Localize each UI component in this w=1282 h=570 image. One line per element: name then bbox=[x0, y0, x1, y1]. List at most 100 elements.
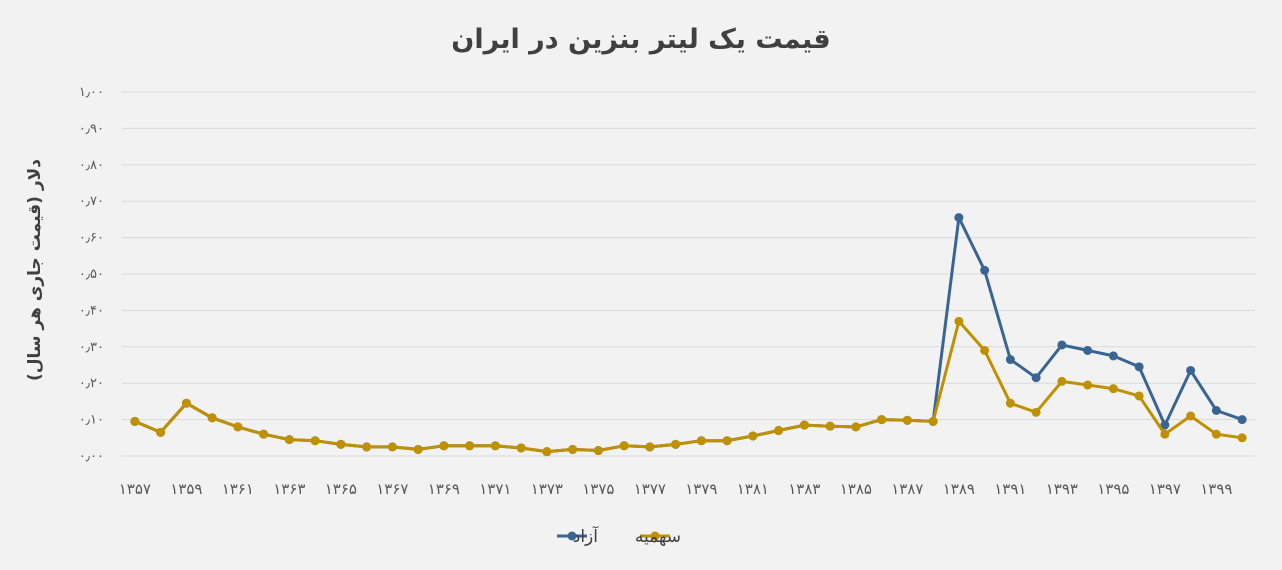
x-tick-label: ۱۳۷۱ bbox=[479, 480, 511, 498]
legend-label-series-1: آزاد bbox=[573, 525, 600, 547]
x-tick-label: ۱۳۸۳ bbox=[788, 480, 820, 498]
data-point bbox=[1031, 407, 1041, 417]
series-2 bbox=[130, 316, 1247, 457]
series-line-1 bbox=[134, 216, 1243, 454]
data-point bbox=[1211, 406, 1221, 415]
x-tick-label: ۱۳۸۷ bbox=[891, 480, 923, 498]
data-point bbox=[181, 398, 191, 408]
data-point bbox=[928, 416, 938, 426]
chart-title: قیمت یک لیتر بنزین در ایران bbox=[451, 24, 830, 55]
x-axis-ticks: ۱۳۵۷ ۱۳۵۹ ۱۳۶۱ ۱۳۶۳ ۱۳۶۵ ۱۳۶۷ ۱۳۶۹ ۱۳۷۱ ۱۳۷۳ ۱۳۷۵… bbox=[119, 480, 1233, 498]
data-point bbox=[387, 442, 397, 452]
x-tick-label: ۱۳۷۵ bbox=[582, 480, 614, 498]
x-tick-label: ۱۳۸۹ bbox=[943, 480, 975, 498]
data-point bbox=[671, 439, 681, 449]
data-point bbox=[568, 444, 578, 454]
data-point bbox=[748, 431, 758, 441]
y-tick-label: ۰٫۵۰ bbox=[79, 267, 104, 282]
x-tick-label: ۱۳۹۳ bbox=[1046, 480, 1078, 498]
data-point bbox=[645, 442, 655, 452]
x-tick-label: ۱۳۶۱ bbox=[222, 480, 254, 498]
data-point bbox=[825, 421, 835, 431]
data-point bbox=[336, 439, 346, 449]
data-point bbox=[1083, 345, 1093, 355]
legend-item-series-1: آزاد bbox=[557, 525, 599, 547]
legend: آزاد سهمیه bbox=[557, 525, 681, 547]
y-tick-label: ۰٫۶۰ bbox=[79, 231, 104, 246]
y-axis-label: دلار (قیمت جاری هر سال) bbox=[25, 159, 45, 381]
x-tick-label: ۱۳۸۱ bbox=[737, 480, 769, 498]
data-point bbox=[1108, 384, 1118, 394]
legend-item-series-2: سهمیه bbox=[635, 527, 681, 547]
data-point bbox=[465, 441, 475, 451]
data-point bbox=[1211, 429, 1221, 439]
data-point bbox=[954, 213, 964, 223]
y-tick-label: ۰٫۰۰ bbox=[79, 449, 104, 464]
data-point bbox=[1237, 433, 1247, 443]
data-point bbox=[980, 345, 990, 355]
gridlines bbox=[122, 91, 1255, 457]
data-point bbox=[1186, 365, 1196, 375]
data-point bbox=[851, 422, 861, 432]
x-tick-label: ۱۳۷۳ bbox=[531, 480, 563, 498]
data-point bbox=[284, 435, 294, 445]
data-point bbox=[696, 436, 706, 446]
data-point bbox=[233, 422, 243, 432]
x-tick-label: ۱۳۵۷ bbox=[119, 480, 151, 498]
data-point bbox=[1134, 391, 1144, 401]
data-point bbox=[877, 415, 887, 425]
data-point bbox=[1031, 373, 1041, 383]
data-point bbox=[413, 444, 423, 454]
x-tick-label: ۱۳۹۹ bbox=[1200, 480, 1232, 498]
data-point bbox=[593, 446, 603, 456]
data-point bbox=[1005, 398, 1015, 408]
x-tick-label: ۱۳۶۷ bbox=[376, 480, 408, 498]
data-point bbox=[1160, 429, 1170, 439]
x-tick-label: ۱۳۹۷ bbox=[1149, 480, 1181, 498]
y-tick-label: ۰٫۲۰ bbox=[79, 376, 104, 391]
data-point bbox=[799, 420, 809, 430]
data-point bbox=[954, 316, 964, 326]
data-point bbox=[902, 415, 912, 425]
data-point bbox=[1186, 411, 1196, 421]
data-point bbox=[1160, 420, 1170, 430]
data-point bbox=[774, 426, 784, 436]
data-point bbox=[1083, 380, 1093, 390]
x-tick-label: ۱۳۸۵ bbox=[840, 480, 872, 498]
y-tick-label: ۰٫۷۰ bbox=[79, 194, 104, 209]
x-tick-label: ۱۳۶۵ bbox=[325, 480, 357, 498]
legend-marker-series-1 bbox=[567, 531, 577, 541]
data-point bbox=[1057, 340, 1067, 350]
y-tick-label: ۱٫۰۰ bbox=[79, 85, 104, 100]
data-point bbox=[1134, 362, 1144, 372]
data-point bbox=[1005, 355, 1015, 365]
x-tick-label: ۱۳۹۵ bbox=[1097, 480, 1129, 498]
data-point bbox=[439, 441, 449, 451]
legend-label-series-2: سهمیه bbox=[635, 527, 681, 547]
x-tick-label: ۱۳۷۷ bbox=[634, 480, 666, 498]
data-point bbox=[980, 265, 990, 275]
legend-marker-series-2 bbox=[650, 531, 660, 541]
y-tick-label: ۰٫۳۰ bbox=[79, 340, 104, 355]
data-point bbox=[1108, 351, 1118, 361]
data-point bbox=[619, 441, 629, 451]
y-axis-ticks: ۰٫۰۰ ۰٫۱۰ ۰٫۲۰ ۰٫۳۰ ۰٫۴۰ ۰٫۵۰ ۰٫۶۰ ۰٫۷۰ ۰٫۸۰ ۰٫۹۰… bbox=[79, 85, 104, 464]
data-point bbox=[542, 447, 552, 457]
data-point bbox=[259, 429, 269, 439]
y-tick-label: ۰٫۴۰ bbox=[79, 303, 104, 318]
x-tick-label: ۱۳۷۹ bbox=[685, 480, 717, 498]
data-point bbox=[1237, 415, 1247, 425]
data-point bbox=[722, 436, 732, 446]
x-tick-label: ۱۳۹۱ bbox=[994, 480, 1026, 498]
y-tick-label: ۰٫۸۰ bbox=[79, 158, 104, 173]
data-point bbox=[1057, 376, 1067, 386]
series-layer bbox=[130, 213, 1247, 457]
y-tick-label: ۰٫۱۰ bbox=[79, 413, 104, 428]
x-tick-label: ۱۳۵۹ bbox=[170, 480, 202, 498]
x-tick-label: ۱۳۶۳ bbox=[273, 480, 305, 498]
x-tick-label: ۱۳۶۹ bbox=[428, 480, 460, 498]
data-point bbox=[490, 441, 500, 451]
data-point bbox=[207, 413, 217, 423]
data-point bbox=[362, 442, 372, 452]
